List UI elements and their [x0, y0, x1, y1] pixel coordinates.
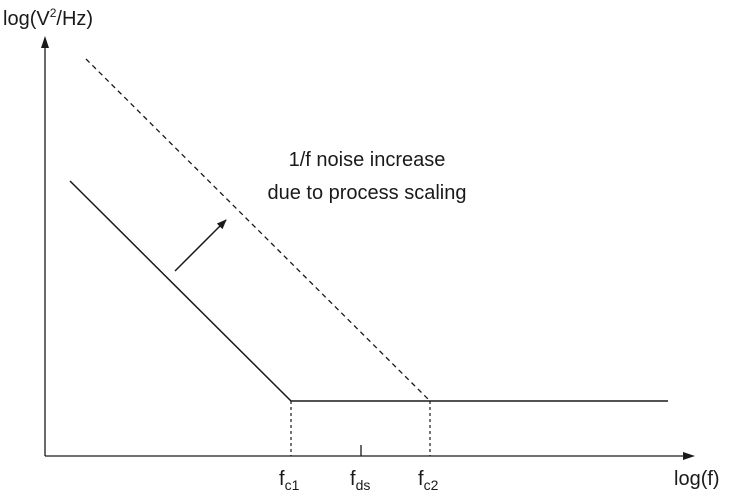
scaled-noise-curve: [85, 58, 431, 402]
y-axis-label: log(V2/Hz): [3, 6, 93, 30]
tick-label-fc1: fc1: [279, 468, 300, 493]
annotation-line-1: 1/f noise increase: [289, 149, 446, 171]
tick-label-fds: fds: [350, 468, 370, 493]
x-axis-label: log(f): [674, 468, 720, 490]
original-noise-curve: [69, 180, 668, 402]
increase-arrow: [174, 219, 227, 272]
x-axis-arrowhead: [683, 452, 695, 460]
annotation-line-2: due to process scaling: [267, 182, 466, 204]
tick-label-fc2: fc2: [418, 468, 439, 493]
y-axis-arrowhead: [41, 36, 49, 48]
